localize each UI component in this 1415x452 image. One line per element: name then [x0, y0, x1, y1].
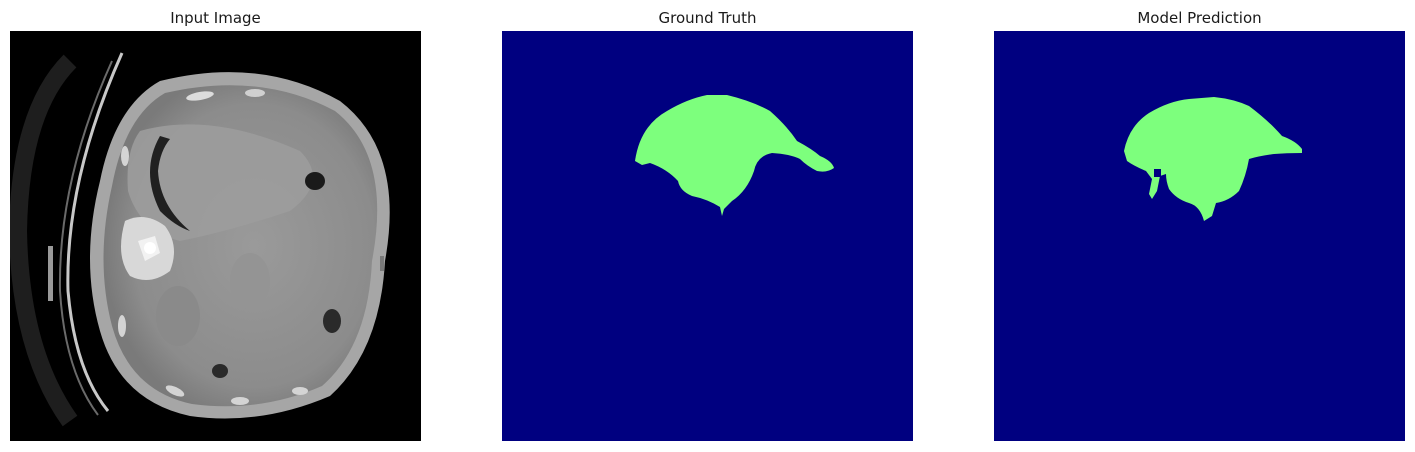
- input-image-title: Input Image: [170, 9, 261, 27]
- input-image-panel: Input Image: [10, 0, 421, 452]
- model-prediction-title: Model Prediction: [1137, 9, 1262, 27]
- model-prediction-panel: Model Prediction: [994, 0, 1405, 452]
- ct-scan-image: [10, 31, 421, 441]
- ground-truth-mask: [502, 31, 913, 441]
- model-prediction-segment: [1124, 97, 1302, 221]
- ground-truth-panel: Ground Truth: [502, 0, 913, 452]
- model-prediction-mask: [994, 31, 1405, 441]
- ground-truth-segment: [635, 95, 834, 216]
- ground-truth-title: Ground Truth: [658, 9, 757, 27]
